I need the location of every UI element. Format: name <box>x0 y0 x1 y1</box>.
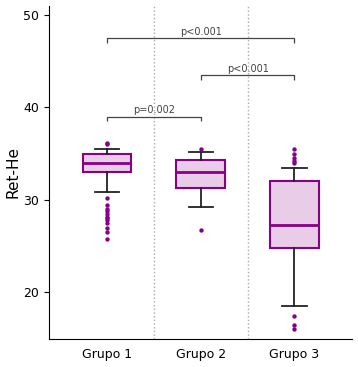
Point <box>104 206 110 212</box>
Point <box>198 146 204 152</box>
Point <box>104 139 110 145</box>
Point <box>104 220 110 226</box>
Point <box>104 211 110 217</box>
Point <box>291 151 297 157</box>
Point <box>198 226 204 232</box>
Text: p<0.001: p<0.001 <box>180 26 222 37</box>
Point <box>104 229 110 235</box>
Point <box>291 327 297 333</box>
Y-axis label: Ret-He: Ret-He <box>6 146 20 198</box>
Point <box>104 215 110 221</box>
Point <box>291 146 297 152</box>
Point <box>291 155 297 161</box>
Point <box>291 160 297 166</box>
Point <box>104 217 110 223</box>
Point <box>291 322 297 328</box>
PathPatch shape <box>270 181 319 248</box>
Point <box>104 236 110 242</box>
Point <box>104 141 110 147</box>
Point <box>104 214 110 219</box>
PathPatch shape <box>83 154 131 172</box>
Point <box>104 201 110 207</box>
Point <box>104 195 110 201</box>
Text: p<0.001: p<0.001 <box>227 63 268 73</box>
Point <box>104 208 110 214</box>
PathPatch shape <box>176 160 225 188</box>
Text: p=0.002: p=0.002 <box>133 105 175 115</box>
Point <box>104 225 110 230</box>
Point <box>291 158 297 164</box>
Point <box>291 313 297 319</box>
